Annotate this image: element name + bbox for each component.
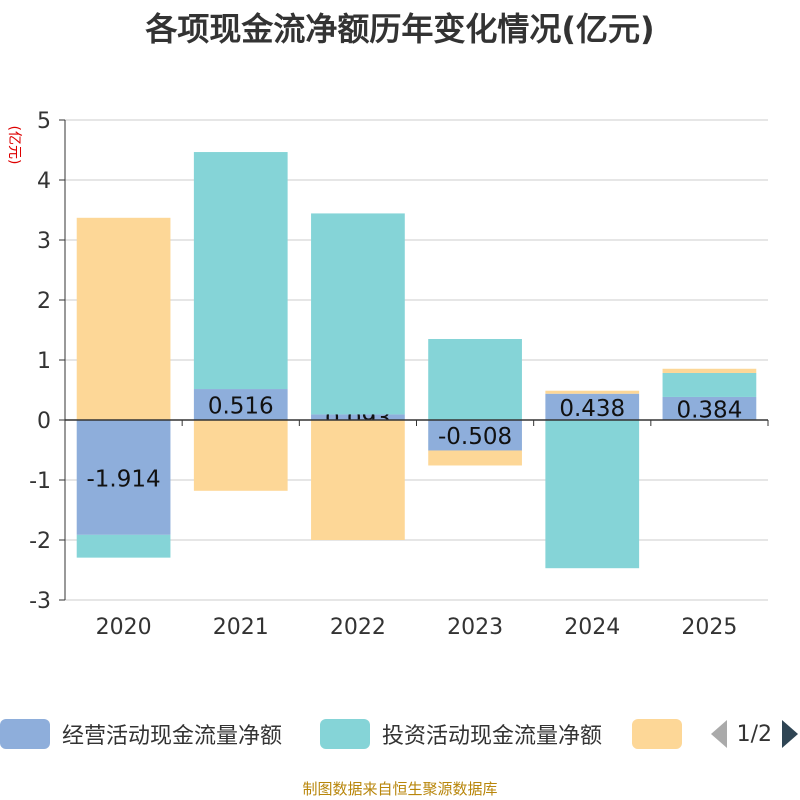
y-tick-label: 2 [37, 289, 51, 314]
y-tick-label: 5 [37, 109, 51, 134]
bar-2022-series2[interactable] [311, 420, 405, 540]
y-tick-label: 1 [37, 349, 51, 374]
legend-page-number: 1/2 [736, 721, 772, 747]
x-tick-label: 2023 [447, 615, 503, 640]
bar-2021-series1[interactable] [193, 152, 288, 390]
bar-2025-series0[interactable] [662, 396, 757, 420]
legend-item-financing[interactable] [632, 716, 682, 752]
bar-2023-series2[interactable] [428, 450, 522, 466]
legend-item-operating[interactable]: 经营活动现金流量净额 [0, 716, 282, 752]
bar-2024-series2[interactable] [545, 390, 640, 394]
bar-2024-series1[interactable] [545, 420, 640, 569]
y-tick-label: -3 [29, 589, 51, 614]
legend-swatch-operating [0, 719, 50, 749]
bar-2024-series0[interactable] [545, 393, 640, 420]
bar-2021-series0[interactable] [193, 389, 288, 420]
bar-2020-series1[interactable] [76, 534, 171, 558]
bar-2022-series0[interactable] [311, 414, 405, 420]
bar-2022-series1[interactable] [311, 213, 405, 415]
data-label: -0.508 [438, 424, 512, 450]
data-label: -1.914 [87, 466, 161, 492]
y-tick-label: 4 [37, 169, 51, 194]
legend-swatch-investing [320, 719, 370, 749]
legend: 经营活动现金流量净额 投资活动现金流量净额 1/2 [0, 716, 800, 752]
legend-next-page-icon[interactable] [782, 720, 798, 748]
bar-2023-series0[interactable] [428, 420, 522, 451]
x-tick-label: 2024 [564, 615, 620, 640]
legend-swatch-financing [632, 719, 682, 749]
x-tick-label: 2021 [213, 615, 269, 640]
bar-2025-series1[interactable] [662, 372, 757, 397]
data-label: 0.516 [208, 394, 274, 420]
y-tick-label: 3 [37, 229, 51, 254]
legend-item-investing[interactable]: 投资活动现金流量净额 [320, 716, 602, 752]
data-source-note: 制图数据来自恒生聚源数据库 [302, 780, 498, 798]
bar-2020-series0[interactable] [76, 420, 171, 535]
legend-pager: 1/2 [710, 716, 800, 752]
y-tick-label: 0 [37, 409, 51, 434]
data-label: 0.438 [559, 396, 625, 422]
y-axis-label: (亿元) [6, 126, 22, 165]
bar-2025-series2[interactable] [662, 368, 757, 373]
x-tick-label: 2022 [330, 615, 386, 640]
legend-label-investing: 投资活动现金流量净额 [382, 724, 603, 749]
data-label: 0.384 [676, 397, 742, 423]
legend-prev-page-icon[interactable] [710, 720, 727, 748]
y-tick-label: -2 [29, 529, 51, 554]
x-tick-label: 2020 [96, 615, 152, 640]
legend-label-operating: 经营活动现金流量净额 [62, 724, 283, 749]
x-tick-label: 2025 [681, 615, 737, 640]
bar-2020-series2[interactable] [76, 217, 171, 420]
bar-2021-series2[interactable] [193, 420, 288, 491]
chart-title: 各项现金流净额历年变化情况(亿元) [145, 10, 655, 48]
y-tick-label: -1 [29, 469, 51, 494]
bar-2023-series1[interactable] [428, 339, 522, 420]
